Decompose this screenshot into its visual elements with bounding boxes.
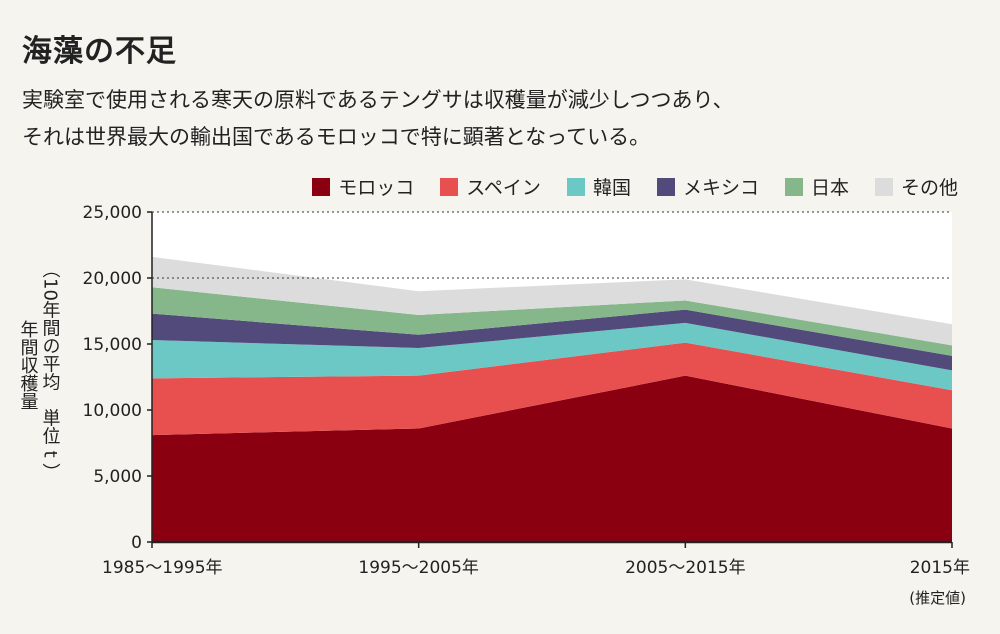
legend-label-5: その他	[900, 177, 958, 199]
subtitle-line-2: それは世界最大の輸出国であるモロッコで特に顕著となっている。	[22, 125, 651, 149]
legend-swatch-1	[440, 177, 459, 196]
legend-label-1: スペイン	[466, 177, 541, 199]
y-axis-label-1: （10年間の平均 単位 t ）	[40, 260, 61, 481]
legend-item-2: 韓国	[566, 173, 631, 200]
x-tick-label-3: 2015年	[910, 558, 970, 578]
legend-swatch-2	[566, 177, 585, 196]
area-series-2	[152, 322, 952, 391]
area-series-0	[152, 375, 952, 542]
area-series-5	[152, 256, 952, 346]
x-tick-label-2: 2005〜2015年	[625, 558, 746, 578]
legend-label-2: 韓国	[592, 177, 631, 199]
legend-swatch-3	[656, 177, 675, 196]
legend-item-4: 日本	[784, 173, 849, 200]
y-tick-label-5: 25,000	[83, 203, 142, 223]
y-axis-label-0: 年間収穫量	[18, 320, 39, 410]
y-tick-label-4: 20,000	[83, 269, 142, 289]
legend-label-0: モロッコ	[338, 177, 415, 199]
y-tick-label-3: 15,000	[83, 335, 142, 355]
subtitle-line-1: 実験室で使用される寒天の原料であるテングサは収穫量が減少しつつあり、	[22, 88, 734, 112]
legend-item-3: メキシコ	[656, 173, 759, 200]
legend-label-4: 日本	[810, 177, 849, 199]
legend-item-0: モロッコ	[312, 173, 414, 200]
legend-swatch-5	[874, 177, 893, 196]
y-tick-label-1: 5,000	[93, 467, 142, 487]
y-tick-label-0: 0	[131, 533, 142, 553]
x-tick-label-0: 1985〜1995年	[102, 558, 223, 578]
legend-swatch-0	[312, 177, 331, 196]
legend-item-1: スペイン	[440, 173, 541, 200]
area-series-4	[152, 287, 952, 356]
legend-item-5: その他	[874, 173, 958, 200]
legend-swatch-4	[784, 177, 803, 196]
legend: モロッコ スペイン 韓国 メキシコ 日本 その他	[312, 173, 958, 200]
y-tick-label-2: 10,000	[83, 401, 142, 421]
x-note: (推定値)	[909, 589, 966, 607]
chart-title: 海藻の不足	[22, 34, 177, 69]
x-tick-label-1: 1995〜2005年	[358, 558, 479, 578]
area-series-1	[152, 342, 952, 436]
area-series-3	[152, 309, 952, 371]
legend-label-3: メキシコ	[682, 177, 759, 199]
